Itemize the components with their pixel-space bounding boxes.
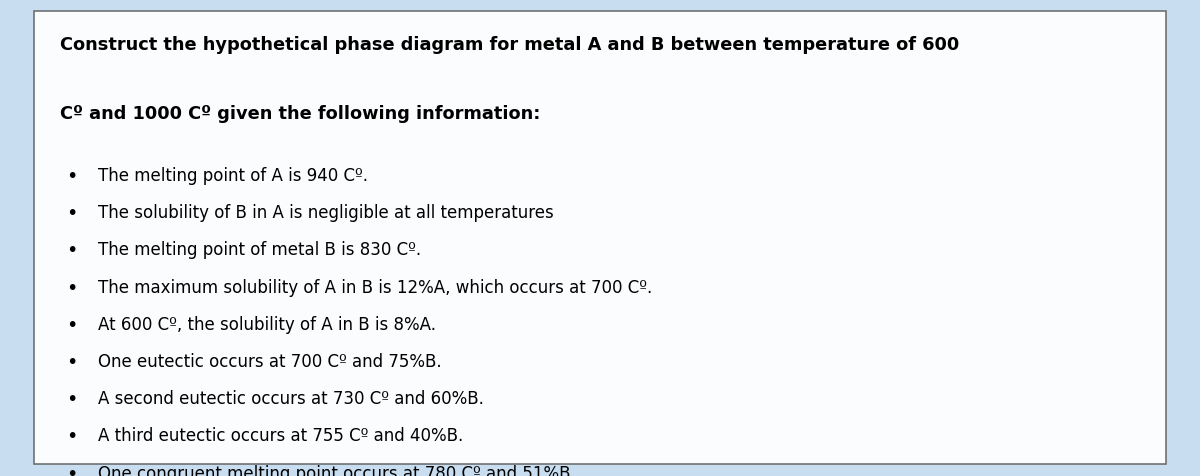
Text: •: • (66, 426, 78, 446)
Text: At 600 Cº, the solubility of A in B is 8%A.: At 600 Cº, the solubility of A in B is 8… (98, 315, 437, 333)
Text: •: • (66, 315, 78, 334)
Text: A second eutectic occurs at 730 Cº and 60%B.: A second eutectic occurs at 730 Cº and 6… (98, 389, 485, 407)
Text: Cº and 1000 Cº given the following information:: Cº and 1000 Cº given the following infor… (60, 105, 540, 123)
FancyBboxPatch shape (34, 12, 1166, 464)
Text: •: • (66, 278, 78, 297)
Text: One eutectic occurs at 700 Cº and 75%B.: One eutectic occurs at 700 Cº and 75%B. (98, 352, 442, 370)
Text: •: • (66, 167, 78, 186)
Text: •: • (66, 464, 78, 476)
Text: •: • (66, 389, 78, 408)
Text: •: • (66, 241, 78, 260)
Text: Construct the hypothetical phase diagram for metal A and B between temperature o: Construct the hypothetical phase diagram… (60, 36, 959, 54)
Text: •: • (66, 352, 78, 371)
Text: The maximum solubility of A in B is 12%A, which occurs at 700 Cº.: The maximum solubility of A in B is 12%A… (98, 278, 653, 296)
Text: •: • (66, 204, 78, 223)
Text: A third eutectic occurs at 755 Cº and 40%B.: A third eutectic occurs at 755 Cº and 40… (98, 426, 463, 445)
Text: The melting point of metal B is 830 Cº.: The melting point of metal B is 830 Cº. (98, 241, 421, 259)
Text: The melting point of A is 940 Cº.: The melting point of A is 940 Cº. (98, 167, 368, 185)
Text: The solubility of B in A is negligible at all temperatures: The solubility of B in A is negligible a… (98, 204, 554, 222)
Text: One congruent melting point occurs at 780 Cº and 51%B.: One congruent melting point occurs at 78… (98, 464, 576, 476)
